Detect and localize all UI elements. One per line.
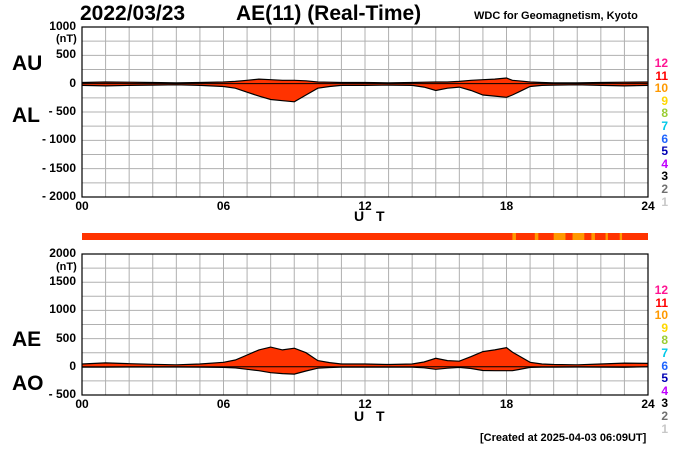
y-tick-label: 0 <box>69 358 76 373</box>
chart-title: AE(11) (Real-Time) <box>236 2 422 25</box>
x-tick-label: 18 <box>499 199 514 213</box>
legend-item-8: 8 <box>661 106 668 121</box>
legend-item-7: 7 <box>661 346 668 360</box>
legend-item-4: 4 <box>661 383 668 398</box>
legend-item-3: 3 <box>661 169 668 184</box>
created-timestamp: [Created at 2025-04-03 06:09UT] <box>480 432 647 444</box>
y-tick-label: - 500 <box>48 104 76 118</box>
x-tick-label: 00 <box>75 397 89 411</box>
y-tick-label: - 2000 <box>41 189 76 203</box>
y-tick-label: 1000 <box>49 302 76 317</box>
station-bar-segment <box>591 233 595 240</box>
legend-item-12: 12 <box>654 56 668 70</box>
au-label: AU <box>12 52 43 75</box>
x-tick-label: 18 <box>499 397 514 411</box>
legend-item-1: 1 <box>661 421 668 436</box>
y-tick-label: - 500 <box>48 387 76 401</box>
ae-label: AE <box>12 328 42 351</box>
legend-item-9: 9 <box>661 320 668 335</box>
credit-text: WDC for Geomagnetism, Kyoto <box>474 10 638 22</box>
panel1-unit: (nT) <box>56 33 77 45</box>
series-line-al <box>81 84 649 103</box>
y-tick-label: 1000 <box>49 19 76 33</box>
legend-item-10: 10 <box>654 308 668 323</box>
plot-frame <box>81 26 649 198</box>
station-bar-segment <box>572 233 585 240</box>
y-tick-label: - 1500 <box>41 160 76 175</box>
ao-label: AO <box>12 372 44 395</box>
legend-item-10: 10 <box>654 81 668 96</box>
legend-item-2: 2 <box>661 409 668 423</box>
legend-item-8: 8 <box>661 333 668 348</box>
y-tick-label: 500 <box>55 47 76 62</box>
panel2-xlabel: U T <box>354 408 389 424</box>
y-tick-label: 2000 <box>49 246 76 260</box>
x-tick-label: 12 <box>358 199 372 213</box>
series-line-au <box>81 77 649 84</box>
legend-item-6: 6 <box>661 131 668 146</box>
legend-item-3: 3 <box>661 396 668 411</box>
legend-item-4: 4 <box>661 156 668 171</box>
legend-item-5: 5 <box>661 371 668 386</box>
x-tick-label: 06 <box>216 199 231 213</box>
y-tick-label: 500 <box>55 330 76 345</box>
legend-item-12: 12 <box>654 283 668 297</box>
legend-item-2: 2 <box>661 182 668 196</box>
panel1-xlabel: U T <box>354 208 389 224</box>
panel2-unit: (nT) <box>56 261 77 273</box>
legend-item-1: 1 <box>661 194 668 209</box>
station-bar-segment <box>605 233 608 240</box>
station-bar <box>82 233 648 240</box>
legend-item-11: 11 <box>655 68 668 83</box>
x-tick-label: 00 <box>75 199 89 213</box>
legend-item-5: 5 <box>661 144 668 159</box>
legend-item-7: 7 <box>661 119 668 133</box>
x-tick-label: 24 <box>641 199 655 213</box>
date-title: 2022/03/23 <box>80 2 186 25</box>
x-tick-label: 06 <box>216 397 231 411</box>
station-bar-segment <box>553 233 566 240</box>
al-label: AL <box>12 104 40 127</box>
station-bar-segment <box>512 233 516 240</box>
series-line-ae <box>81 346 649 366</box>
station-bar-segment <box>534 233 539 240</box>
y-tick-label: 0 <box>69 75 76 90</box>
legend-item-11: 11 <box>655 295 668 310</box>
plot-frame <box>81 253 649 396</box>
legend-item-9: 9 <box>661 93 668 108</box>
x-tick-label: 24 <box>641 397 655 411</box>
x-tick-label: 12 <box>358 397 372 411</box>
y-tick-label: 1500 <box>49 274 76 289</box>
station-bar-segment <box>619 233 623 240</box>
legend-item-6: 6 <box>661 358 668 373</box>
y-tick-label: - 1000 <box>41 132 76 147</box>
